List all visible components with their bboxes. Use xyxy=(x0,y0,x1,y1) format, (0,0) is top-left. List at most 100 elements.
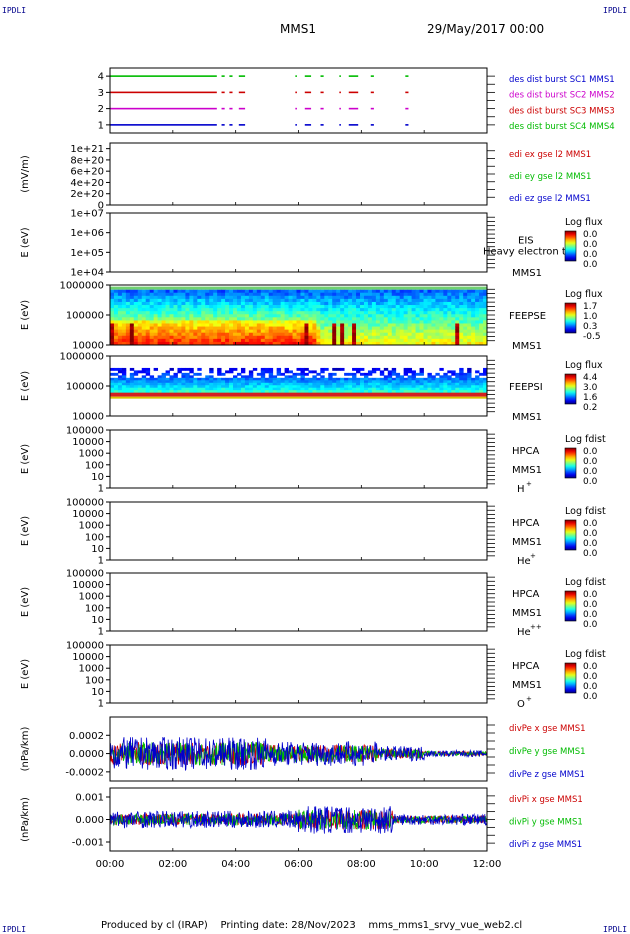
instrument-label: HPCA xyxy=(512,518,540,529)
burst-interval-sc3 xyxy=(405,91,409,94)
burst-interval-sc1 xyxy=(320,124,324,126)
burst-interval-sc4 xyxy=(295,75,297,77)
instrument-label: HPCA xyxy=(512,446,540,457)
panel-frame xyxy=(109,501,488,561)
y-axis-label: E (eV) xyxy=(20,516,31,546)
species-charge: + xyxy=(526,695,532,703)
y-tick-label: 10000 xyxy=(72,412,104,423)
legend-entry: des dist burst SC1 MMS1 xyxy=(509,75,615,85)
legend-entry: edi ey gse l2 MMS1 xyxy=(509,172,591,182)
colorbar-tick-label: 0.3 xyxy=(583,322,597,332)
burst-interval-sc3 xyxy=(348,91,359,94)
x-tick-label: 04:00 xyxy=(221,859,250,870)
y-axis-label: E (eV) xyxy=(20,371,31,401)
y-tick-label: 1000 xyxy=(79,521,104,532)
y-tick-label: 100000 xyxy=(66,382,104,393)
species-label: O xyxy=(517,699,525,710)
burst-interval-sc2 xyxy=(295,107,297,110)
colorbar-tick-label: 0.2 xyxy=(583,403,597,413)
instrument-label: HPCA xyxy=(512,589,540,600)
x-tick-label: 08:00 xyxy=(347,859,376,870)
y-tick-label: -0.0002 xyxy=(65,767,104,778)
species-charge: ++ xyxy=(530,623,542,631)
colorbar-tick-label: 0.0 xyxy=(583,590,598,600)
burst-interval-sc1 xyxy=(295,124,297,126)
burst-interval-sc2 xyxy=(238,107,246,110)
colorbar xyxy=(564,302,577,334)
y-tick-label: 1e+21 xyxy=(70,144,104,155)
colorbar-tick-label: 0.0 xyxy=(583,549,598,559)
y-tick-label: 100000 xyxy=(66,641,104,652)
colorbar-tick-label: 0.0 xyxy=(583,250,598,260)
colorbar xyxy=(564,590,577,622)
legend-entry: divPe y gse MMS1 xyxy=(509,747,586,757)
legend-entry: divPi y gse MMS1 xyxy=(509,818,583,828)
x-tick-label: 00:00 xyxy=(96,859,125,870)
y-axis-label: (nPa/km) xyxy=(20,797,31,842)
y-tick-label: 0.001 xyxy=(75,793,104,804)
y-tick-label: 1 xyxy=(98,627,104,638)
burst-interval-sc2 xyxy=(110,107,217,110)
colorbar-tick-label: 0.0 xyxy=(583,477,598,487)
burst-interval-sc4 xyxy=(110,75,217,77)
burst-interval-sc4 xyxy=(370,75,374,77)
y-tick-label: 10 xyxy=(91,615,104,626)
burst-interval-sc1 xyxy=(339,124,341,126)
legend-entry: edi ex gse l2 MMS1 xyxy=(509,150,591,160)
y-tick-label: 3 xyxy=(98,88,104,99)
y-tick-label: 1000 xyxy=(79,592,104,603)
footer-producer: Produced by cl (IRAP) xyxy=(101,920,208,931)
burst-interval-sc1 xyxy=(304,124,312,126)
burst-interval-sc2 xyxy=(405,107,409,110)
feepse-spectrogram xyxy=(110,286,488,346)
burst-interval-sc2 xyxy=(304,107,312,110)
burst-interval-sc1 xyxy=(238,124,246,126)
burst-interval-sc3 xyxy=(339,91,341,94)
burst-interval-sc1 xyxy=(405,124,409,126)
corner-label-top-right: IPDLI xyxy=(603,6,628,15)
colorbar-tick-label: 0.0 xyxy=(583,519,598,529)
spacecraft-label: MMS1 xyxy=(512,680,542,691)
species-label: H xyxy=(517,484,525,495)
colorbar-title: Log flux xyxy=(565,360,603,371)
spacecraft-label: MMS1 xyxy=(512,608,542,619)
burst-interval-sc2 xyxy=(320,107,324,110)
colorbar-tick-label: 0.0 xyxy=(583,692,598,702)
burst-interval-sc4 xyxy=(229,75,233,77)
y-tick-label: 1000 xyxy=(79,664,104,675)
y-tick-label: 8e+20 xyxy=(70,155,104,166)
legend-entry: divPi x gse MMS1 xyxy=(509,795,583,805)
colorbar-tick-label: 0.0 xyxy=(583,662,598,672)
burst-interval-sc2 xyxy=(370,107,374,110)
corner-label-bottom-left: IPDLI xyxy=(2,925,27,934)
legend-entry: des dist burst SC2 MMS2 xyxy=(509,91,615,101)
colorbar-tick-label: 0.0 xyxy=(583,620,598,630)
y-tick-label: 100000 xyxy=(66,426,104,437)
x-tick-label: 12:00 xyxy=(473,859,502,870)
burst-interval-sc3 xyxy=(320,91,324,94)
panel-feepse: 1000000 100000 10000 E (eV) FEEPSE MMS1 Log fl… xyxy=(20,281,603,353)
y-tick-label: 10000 xyxy=(72,580,104,591)
colorbar-title: Log fdist xyxy=(565,577,606,588)
y-tick-label: 1 xyxy=(98,699,104,710)
y-tick-label: 1e+06 xyxy=(70,228,104,239)
panel-feepsi: 1000000 100000 10000 E (eV) FEEPSI MMS1 Log fl… xyxy=(20,352,603,424)
instrument-label: FEEPSE xyxy=(509,311,546,322)
y-tick-label: 10 xyxy=(91,472,104,483)
legend-entry: divPi z gse MMS1 xyxy=(509,840,582,850)
panel-frame xyxy=(109,429,488,489)
y-tick-label: -0.001 xyxy=(72,838,104,849)
spacecraft-label: MMS1 xyxy=(512,412,542,423)
y-tick-label: 0.0000 xyxy=(69,749,104,760)
legend-entry: des dist burst SC3 MMS3 xyxy=(509,106,615,116)
y-axis-label: E (eV) xyxy=(20,659,31,689)
y-tick-label: 10 xyxy=(91,544,104,555)
burst-interval-sc1 xyxy=(110,124,217,126)
y-tick-label: 0 xyxy=(98,201,104,212)
y-tick-label: 1e+04 xyxy=(70,268,104,279)
y-tick-label: 100 xyxy=(85,532,104,543)
y-tick-label: 4e+20 xyxy=(70,178,104,189)
colorbar-tick-label: 1.0 xyxy=(583,312,598,322)
spacecraft-label: MMS1 xyxy=(512,537,542,548)
